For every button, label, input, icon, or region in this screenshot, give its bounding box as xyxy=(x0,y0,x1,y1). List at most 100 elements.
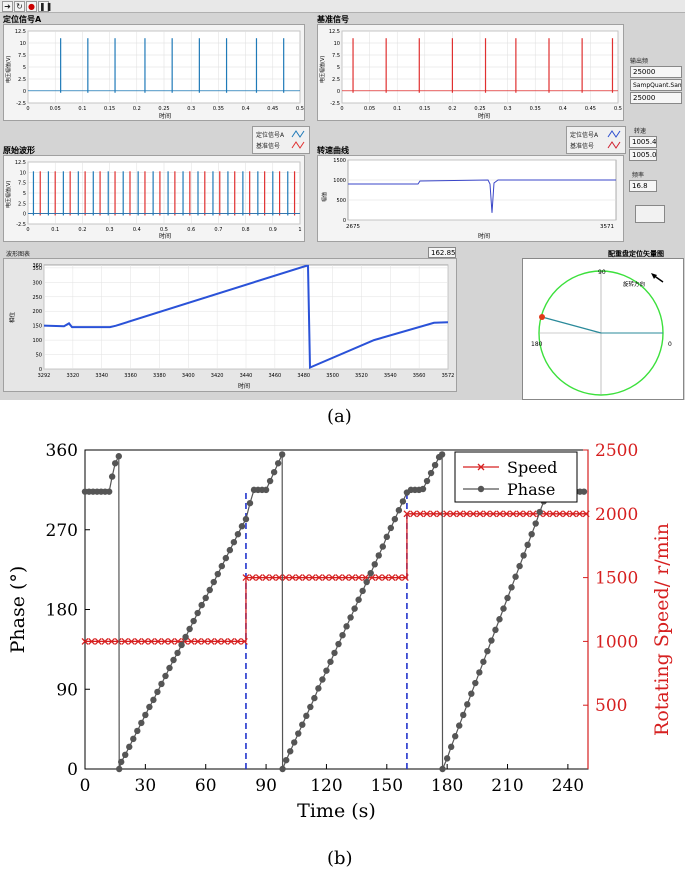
x-tick-label: 180 xyxy=(431,776,463,796)
x-tick-label: 60 xyxy=(195,776,217,796)
x-tick-label: 120 xyxy=(310,776,342,796)
phase-marker xyxy=(315,685,322,692)
speed-curve-svg: 1500 1000 500 0 幅值 时间 2675 3571 xyxy=(321,158,617,240)
phase-marker xyxy=(439,765,446,773)
phase-marker xyxy=(130,735,137,743)
raw-ytick: 10 xyxy=(20,170,26,176)
raw-title: 原始波形 xyxy=(3,146,35,155)
speed-marker xyxy=(328,574,336,582)
samp-quant-field[interactable]: SampQuant.Samp xyxy=(630,79,682,91)
legend-left-swatch-b xyxy=(291,141,305,149)
speed-value-1[interactable]: 1005.4 xyxy=(629,136,657,148)
speed-curve-ytick: 500 xyxy=(336,198,346,204)
reference-xtick: 0.3 xyxy=(504,106,512,112)
phase-marker xyxy=(210,578,217,586)
speed-marker xyxy=(342,574,350,582)
phase-marker xyxy=(206,586,213,594)
phase-marker xyxy=(395,507,403,514)
speed-marker xyxy=(483,510,491,518)
speed-marker xyxy=(262,574,270,582)
vector-pointer xyxy=(541,316,602,334)
run-continuous-icon[interactable]: ↻ xyxy=(14,1,25,12)
signal-a-xtick: 0.45 xyxy=(267,106,278,112)
phase-marker xyxy=(311,694,318,702)
vector-title: 配重盘定位矢量图 xyxy=(608,250,664,258)
phase-marker xyxy=(266,477,274,485)
raw-ytick: 5 xyxy=(23,191,26,197)
phase-marker xyxy=(504,594,511,602)
phase-marker xyxy=(262,486,270,494)
raw-xlabel: 时间 xyxy=(159,232,171,240)
speed-value-2[interactable]: 1005.0 xyxy=(629,149,657,161)
phase-marker xyxy=(154,688,161,696)
signal-a-ytick: 7.5 xyxy=(18,53,26,59)
freq-value[interactable]: 16.8 xyxy=(629,180,657,192)
speed-marker xyxy=(288,574,296,582)
phase-ytick: 360 xyxy=(32,263,42,269)
phase-marker xyxy=(162,672,169,680)
signal-a-ytick: 2.5 xyxy=(18,77,26,83)
caption-b: (b) xyxy=(327,848,353,869)
caption-a: (a) xyxy=(327,406,352,427)
phase-graph-ylabel: 相位 xyxy=(8,311,16,323)
phase-marker xyxy=(170,656,177,664)
arrow-right-icon[interactable]: ➜ xyxy=(2,1,13,12)
vector-label-180: 180 xyxy=(531,341,543,348)
phase-marker xyxy=(347,614,354,621)
phase-xtick: 3520 xyxy=(355,373,368,379)
pause-icon[interactable]: ❚❚ xyxy=(38,1,53,12)
phase-marker xyxy=(383,533,390,541)
speed-marker xyxy=(348,574,356,582)
speed-marker xyxy=(542,510,550,518)
phase-curve xyxy=(43,264,449,370)
speed-marker xyxy=(549,510,557,518)
phase-xtick: 3440 xyxy=(240,373,253,379)
speed-marker xyxy=(509,510,517,518)
samp-value-1[interactable]: 25000 xyxy=(630,66,682,78)
phase-marker xyxy=(512,573,519,580)
direction-arrowhead-icon xyxy=(651,273,657,279)
speed-marker xyxy=(249,574,257,582)
phase-marker xyxy=(111,460,119,467)
y2-tick-label: 1500 xyxy=(595,569,638,589)
vector-marker xyxy=(539,314,545,320)
phase-xtick: 3320 xyxy=(66,373,79,379)
stop-icon[interactable]: ● xyxy=(26,1,37,12)
phase-marker xyxy=(355,596,362,603)
speed-marker xyxy=(295,574,303,582)
legend-left-swatches xyxy=(291,130,305,149)
phase-marker xyxy=(363,578,370,586)
raw-xtick: 0.6 xyxy=(187,227,195,233)
speed-marker xyxy=(335,574,343,582)
speed-marker xyxy=(522,510,530,518)
signal-a-ylabel: 电压幅值(V) xyxy=(5,56,12,83)
samp-value-2[interactable]: 25000 xyxy=(630,92,682,104)
phase-marker xyxy=(246,499,254,507)
phase-ytick: 0 xyxy=(39,367,42,373)
phase-marker xyxy=(279,765,286,773)
phase-marker xyxy=(214,570,221,578)
speed-marker xyxy=(167,637,175,645)
speed-marker xyxy=(443,510,451,518)
blank-button[interactable] xyxy=(635,205,665,223)
phase-marker xyxy=(146,703,153,711)
phase-ytick: 250 xyxy=(32,295,42,301)
legend-right: 定位信号A 基准信号 xyxy=(566,126,626,154)
speed-marker xyxy=(395,574,403,582)
signal-a-xtick: 0.5 xyxy=(296,106,304,112)
reference-graph: 12.5 10 7.5 5 2.5 0 -2.5 0 0.05 0.1 0.15 0.2 0.25 0.3… xyxy=(317,24,624,121)
toolbar: ➜ ↻ ● ❚❚ xyxy=(0,0,685,13)
speed-marker xyxy=(88,637,96,645)
phase-marker xyxy=(194,609,201,617)
phase-ytick: 150 xyxy=(32,324,42,330)
phase-marker xyxy=(528,530,535,538)
legend-left-a: 定位信号A xyxy=(256,132,285,139)
speed-marker xyxy=(141,637,149,645)
y-tick-label: 90 xyxy=(56,680,78,700)
phase-marker xyxy=(142,711,149,719)
phase-graph-title: 波形图表 xyxy=(6,251,31,258)
phase-marker xyxy=(331,649,338,657)
